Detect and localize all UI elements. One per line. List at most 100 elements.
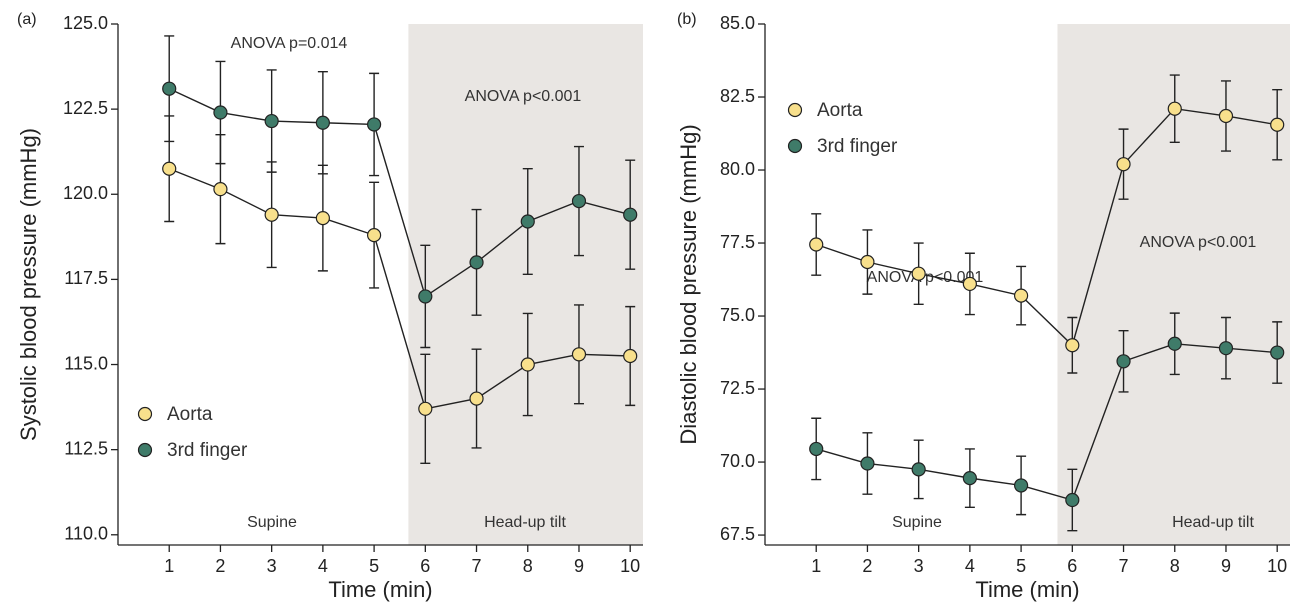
legend-label: Aorta <box>167 404 213 425</box>
x-tick-label: 1 <box>811 556 821 576</box>
data-point <box>1013 288 1029 303</box>
data-point <box>911 266 926 281</box>
x-tick-label: 10 <box>1267 556 1287 576</box>
y-tick-label: 70.0 <box>720 451 755 471</box>
panel-label: (a) <box>17 11 37 28</box>
data-point <box>264 207 279 222</box>
data-point <box>469 255 484 270</box>
annotation: ANOVA p<0.001 <box>867 269 984 286</box>
legend-label: 3rd finger <box>167 440 248 461</box>
x-tick-label: 7 <box>472 556 482 576</box>
x-axis-label: Time (min) <box>328 577 432 602</box>
y-tick-label: 82.5 <box>720 86 755 106</box>
y-tick-label: 75.0 <box>720 305 755 325</box>
data-point <box>162 161 177 176</box>
annotation: ANOVA p<0.001 <box>1140 234 1257 251</box>
data-point <box>1270 345 1285 360</box>
data-point <box>962 276 977 292</box>
y-tick-label: 112.5 <box>64 438 108 458</box>
shaded-region <box>408 24 643 545</box>
x-tick-label: 3 <box>914 556 924 576</box>
y-tick-label: 85.0 <box>720 13 755 33</box>
legend-label: Aorta <box>817 100 863 121</box>
data-point <box>1218 341 1234 356</box>
data-point <box>213 105 228 120</box>
data-point <box>1270 117 1285 132</box>
data-point <box>366 228 382 243</box>
data-point <box>418 401 433 416</box>
annotation: ANOVA p<0.001 <box>465 88 582 105</box>
x-tick-label: 9 <box>1221 556 1231 576</box>
x-tick-label: 1 <box>164 556 174 576</box>
data-point <box>418 289 433 304</box>
data-point <box>366 117 382 132</box>
x-tick-label: 3 <box>267 556 277 576</box>
data-point <box>571 347 587 362</box>
x-tick-label: 2 <box>215 556 225 576</box>
data-point <box>809 441 824 457</box>
data-point <box>911 462 926 477</box>
data-point <box>315 115 330 130</box>
data-point <box>1065 492 1080 508</box>
x-tick-label: 4 <box>965 556 975 576</box>
series-line <box>168 168 631 410</box>
y-tick-label: 122.5 <box>63 98 108 118</box>
series-line <box>815 107 1278 347</box>
x-tick-label: 5 <box>369 556 379 576</box>
legend-label: 3rd finger <box>817 136 898 157</box>
x-tick-label: 8 <box>1170 556 1180 576</box>
data-point <box>264 113 279 129</box>
data-point <box>962 471 977 486</box>
data-point <box>623 207 638 222</box>
data-point <box>1013 478 1029 493</box>
annotation: Head-up tilt <box>1172 514 1254 531</box>
data-point <box>809 237 824 252</box>
annotation: Head-up tilt <box>484 514 566 531</box>
x-tick-label: 6 <box>420 556 430 576</box>
data-point <box>469 391 484 406</box>
series-line <box>816 343 1278 501</box>
data-point <box>162 81 177 96</box>
legend-marker <box>137 406 153 422</box>
data-point <box>213 182 228 197</box>
y-tick-label: 110.0 <box>64 524 108 544</box>
y-tick-label: 115.0 <box>64 353 108 373</box>
legend-marker <box>787 102 803 118</box>
data-point <box>1167 101 1182 116</box>
x-axis-label: Time (min) <box>975 577 1079 602</box>
x-tick-label: 4 <box>318 556 328 576</box>
data-point <box>1167 336 1182 351</box>
y-tick-label: 80.0 <box>720 159 755 179</box>
y-tick-label: 67.5 <box>720 524 755 544</box>
data-point <box>315 210 330 226</box>
y-tick-label: 72.5 <box>720 378 755 398</box>
annotation: Supine <box>892 514 942 531</box>
series-line <box>168 88 631 298</box>
data-point <box>1065 338 1080 353</box>
x-tick-label: 5 <box>1016 556 1026 576</box>
data-point <box>1116 354 1131 369</box>
x-tick-label: 8 <box>523 556 533 576</box>
y-tick-label: 117.5 <box>64 268 108 288</box>
x-tick-label: 7 <box>1119 556 1129 576</box>
data-point <box>1116 157 1131 172</box>
y-tick-label: 125.0 <box>63 13 108 33</box>
x-tick-label: 6 <box>1067 556 1077 576</box>
y-tick-label: 120.0 <box>63 183 108 203</box>
y-axis-label: Systolic blood pressure (mmHg) <box>16 128 41 441</box>
y-axis-label: Diastolic blood pressure (mmHg) <box>676 124 701 444</box>
panel-label: (b) <box>677 11 697 28</box>
data-point <box>860 254 875 270</box>
data-point <box>520 214 535 229</box>
x-tick-label: 10 <box>620 556 640 576</box>
data-point <box>623 348 638 364</box>
x-tick-label: 2 <box>862 556 872 576</box>
legend-marker <box>787 138 803 154</box>
data-point <box>1218 108 1234 124</box>
data-point <box>571 193 587 209</box>
x-tick-label: 9 <box>574 556 584 576</box>
annotation: ANOVA p=0.014 <box>231 35 348 52</box>
data-point <box>520 357 535 372</box>
data-point <box>860 456 875 471</box>
